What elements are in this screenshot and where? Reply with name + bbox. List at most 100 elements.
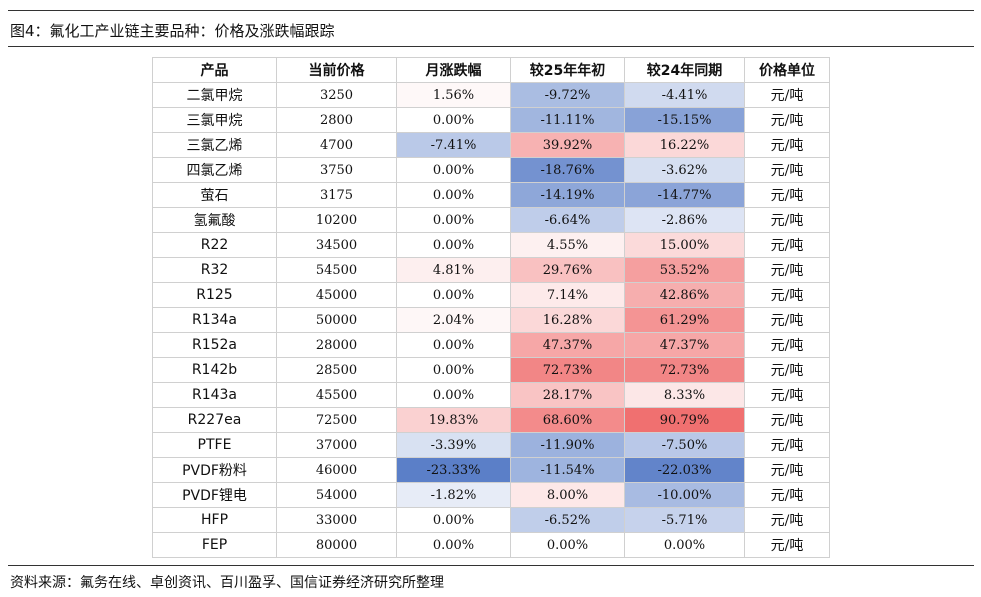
header-ytd: 较25年年初	[510, 57, 625, 83]
cell-ytd: -11.54%	[510, 457, 625, 483]
cell-mom: 0.00%	[396, 157, 511, 183]
cell-yoy: -14.77%	[624, 182, 745, 208]
cell-product: R32	[152, 257, 277, 283]
cell-yoy: 42.86%	[624, 282, 745, 308]
cell-unit: 元/吨	[744, 257, 830, 283]
cell-product: R125	[152, 282, 277, 308]
cell-ytd: 16.28%	[510, 307, 625, 333]
cell-price: 10200	[276, 207, 397, 233]
cell-yoy: -4.41%	[624, 82, 745, 108]
header-mom: 月涨跌幅	[396, 57, 511, 83]
cell-unit: 元/吨	[744, 182, 830, 208]
cell-yoy: 15.00%	[624, 232, 745, 258]
cell-unit: 元/吨	[744, 307, 830, 333]
cell-mom: 0.00%	[396, 507, 511, 533]
cell-mom: 4.81%	[396, 257, 511, 283]
table-row: 萤石 3175 0.00% -14.19% -14.77% 元/吨	[152, 182, 830, 208]
cell-ytd: 0.00%	[510, 532, 625, 558]
cell-mom: 0.00%	[396, 207, 511, 233]
cell-price: 34500	[276, 232, 397, 258]
table-row: PVDF锂电 54000 -1.82% 8.00% -10.00% 元/吨	[152, 482, 830, 508]
table-body: 二氯甲烷 3250 1.56% -9.72% -4.41% 元/吨 三氯甲烷 2800 0.00…	[152, 82, 830, 558]
cell-yoy: -15.15%	[624, 107, 745, 133]
cell-yoy: -10.00%	[624, 482, 745, 508]
cell-unit: 元/吨	[744, 232, 830, 258]
cell-product: R143a	[152, 382, 277, 408]
cell-ytd: 4.55%	[510, 232, 625, 258]
cell-price: 3250	[276, 82, 397, 108]
cell-product: FEP	[152, 532, 277, 558]
source-note: 资料来源：氟务在线、卓创资讯、百川盈孚、国信证券经济研究所整理	[10, 575, 444, 591]
cell-product: 三氯甲烷	[152, 107, 277, 133]
cell-ytd: -6.64%	[510, 207, 625, 233]
cell-product: R227ea	[152, 407, 277, 433]
table-row: 三氯甲烷 2800 0.00% -11.11% -15.15% 元/吨	[152, 107, 830, 133]
cell-mom: -23.33%	[396, 457, 511, 483]
cell-price: 54500	[276, 257, 397, 283]
table-row: PTFE 37000 -3.39% -11.90% -7.50% 元/吨	[152, 432, 830, 458]
cell-unit: 元/吨	[744, 207, 830, 233]
cell-ytd: -9.72%	[510, 82, 625, 108]
cell-product: HFP	[152, 507, 277, 533]
cell-price: 80000	[276, 532, 397, 558]
cell-mom: -1.82%	[396, 482, 511, 508]
cell-unit: 元/吨	[744, 457, 830, 483]
table-row: 氢氟酸 10200 0.00% -6.64% -2.86% 元/吨	[152, 207, 830, 233]
cell-product: 三氯乙烯	[152, 132, 277, 158]
cell-unit: 元/吨	[744, 532, 830, 558]
cell-ytd: -11.11%	[510, 107, 625, 133]
cell-product: PVDF锂电	[152, 482, 277, 508]
cell-ytd: 29.76%	[510, 257, 625, 283]
cell-product: PVDF粉料	[152, 457, 277, 483]
cell-mom: 0.00%	[396, 357, 511, 383]
table-row: R125 45000 0.00% 7.14% 42.86% 元/吨	[152, 282, 830, 308]
cell-price: 45500	[276, 382, 397, 408]
cell-mom: 0.00%	[396, 182, 511, 208]
cell-yoy: 61.29%	[624, 307, 745, 333]
table-row: 二氯甲烷 3250 1.56% -9.72% -4.41% 元/吨	[152, 82, 830, 108]
cell-ytd: 72.73%	[510, 357, 625, 383]
cell-ytd: -14.19%	[510, 182, 625, 208]
cell-product: PTFE	[152, 432, 277, 458]
cell-product: 二氯甲烷	[152, 82, 277, 108]
cell-price: 37000	[276, 432, 397, 458]
table-row: 三氯乙烯 4700 -7.41% 39.92% 16.22% 元/吨	[152, 132, 830, 158]
cell-price: 2800	[276, 107, 397, 133]
table-row: HFP 33000 0.00% -6.52% -5.71% 元/吨	[152, 507, 830, 533]
cell-mom: 1.56%	[396, 82, 511, 108]
cell-price: 4700	[276, 132, 397, 158]
cell-price: 3175	[276, 182, 397, 208]
cell-yoy: 8.33%	[624, 382, 745, 408]
table-row: R22 34500 0.00% 4.55% 15.00% 元/吨	[152, 232, 830, 258]
price-table: 产品 当前价格 月涨跌幅 较25年年初 较24年同期 价格单位 二氯甲烷 3250…	[152, 57, 830, 558]
cell-product: R152a	[152, 332, 277, 358]
cell-mom: 0.00%	[396, 232, 511, 258]
cell-product: 氢氟酸	[152, 207, 277, 233]
table-row: PVDF粉料 46000 -23.33% -11.54% -22.03% 元/吨	[152, 457, 830, 483]
top-rule	[8, 10, 974, 11]
cell-price: 28000	[276, 332, 397, 358]
cell-price: 50000	[276, 307, 397, 333]
table-row: R134a 50000 2.04% 16.28% 61.29% 元/吨	[152, 307, 830, 333]
cell-price: 28500	[276, 357, 397, 383]
cell-yoy: 0.00%	[624, 532, 745, 558]
cell-yoy: -7.50%	[624, 432, 745, 458]
cell-yoy: 53.52%	[624, 257, 745, 283]
cell-ytd: 39.92%	[510, 132, 625, 158]
cell-yoy: 72.73%	[624, 357, 745, 383]
cell-unit: 元/吨	[744, 407, 830, 433]
cell-mom: 2.04%	[396, 307, 511, 333]
header-yoy: 较24年同期	[624, 57, 745, 83]
cell-unit: 元/吨	[744, 107, 830, 133]
cell-ytd: 28.17%	[510, 382, 625, 408]
cell-ytd: -6.52%	[510, 507, 625, 533]
cell-unit: 元/吨	[744, 282, 830, 308]
cell-unit: 元/吨	[744, 482, 830, 508]
cell-yoy: -3.62%	[624, 157, 745, 183]
table-row: R227ea 72500 19.83% 68.60% 90.79% 元/吨	[152, 407, 830, 433]
cell-yoy: -22.03%	[624, 457, 745, 483]
cell-yoy: 16.22%	[624, 132, 745, 158]
bottom-rule	[8, 565, 974, 566]
cell-ytd: -18.76%	[510, 157, 625, 183]
cell-price: 33000	[276, 507, 397, 533]
